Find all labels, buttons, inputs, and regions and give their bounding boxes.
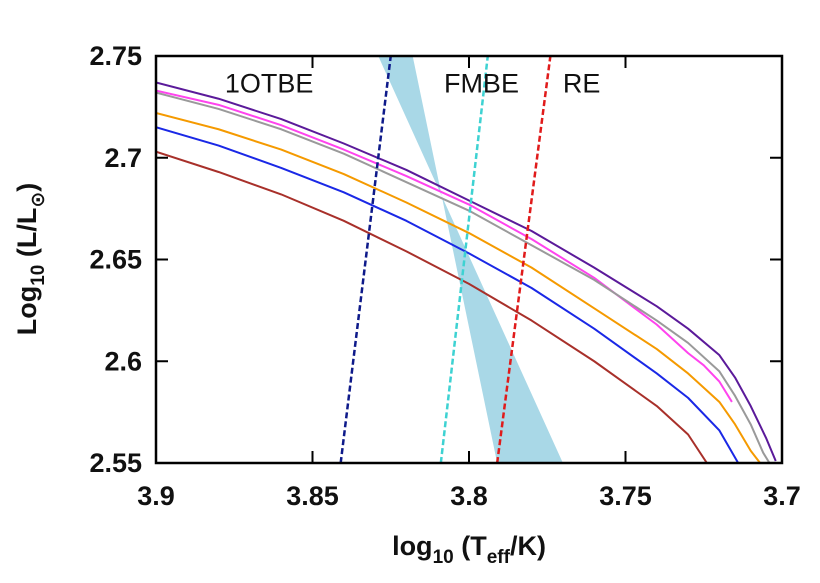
x-axis-title-open: (T: [454, 531, 487, 561]
y-axis-title-base: Log: [12, 286, 42, 335]
y-tick-label: 2.6: [104, 346, 142, 376]
y-axis-title-l-sub: ⊙: [28, 192, 49, 208]
track-series-2: [156, 89, 733, 403]
y-axis-title-base-sub: 10: [28, 265, 49, 286]
edge-label-fmbe: FMBE: [444, 68, 519, 98]
x-axis-title-close: /K): [510, 531, 546, 561]
x-tick-label: 3.85: [286, 481, 339, 511]
x-axis-title-base-sub: 10: [433, 547, 454, 568]
track-series-6: [156, 150, 708, 463]
track-series-3: [156, 91, 771, 463]
track-series-4: [156, 112, 761, 463]
y-axis-title-open: (L/L: [12, 208, 42, 265]
instability-band: [378, 56, 563, 463]
track-series-5: [156, 126, 740, 463]
x-tick-label: 3.8: [450, 481, 488, 511]
y-tick-label: 2.75: [89, 41, 142, 71]
axis-ticks: 3.9 3.85 3.8 3.75 3.7 2.55 2.6 2.65 2.7 2.75: [89, 41, 800, 511]
y-tick-label: 2.7: [104, 143, 142, 173]
x-axis-title-base: log: [392, 531, 433, 561]
y-tick-label: 2.55: [89, 448, 142, 478]
x-axis-title-t-sub: eff: [487, 547, 511, 568]
edge-line-2: [495, 56, 552, 463]
x-tick-label: 3.75: [599, 481, 652, 511]
y-axis-title-close: ): [12, 183, 42, 192]
edge-line-3: [339, 56, 392, 463]
x-axis-title: log10 (Teff/K): [392, 531, 546, 568]
track-series-1: [156, 81, 777, 462]
edge-label-re: RE: [563, 68, 601, 98]
band-labels: 1OTBE FMBE RE: [225, 68, 601, 98]
edge-line-1: [439, 56, 490, 463]
x-tick-label: 3.9: [137, 481, 175, 511]
band-label-1otbe: 1OTBE: [225, 68, 314, 98]
y-tick-label: 2.65: [89, 245, 142, 275]
y-axis-title: Log10 (L/L⊙): [12, 183, 49, 336]
x-tick-label: 3.7: [763, 481, 801, 511]
plot-area: [156, 56, 777, 463]
